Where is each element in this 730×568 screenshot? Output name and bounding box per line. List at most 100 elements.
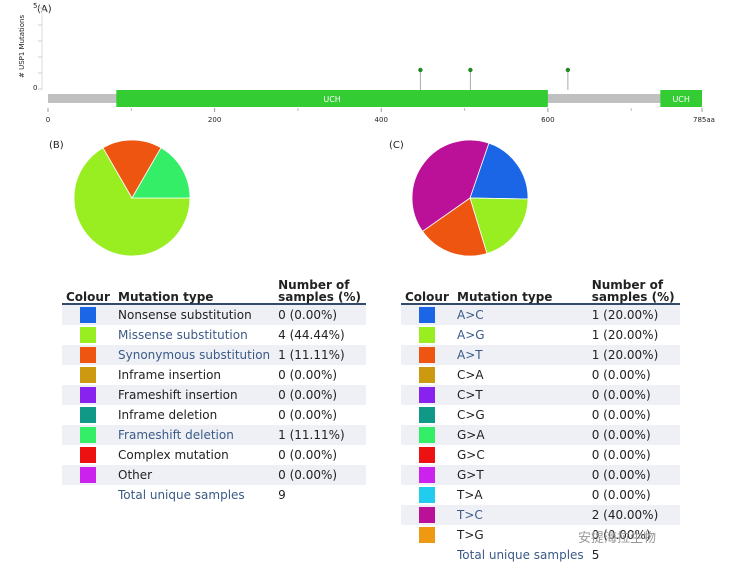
mutation-type-link[interactable]: A>T [453,345,588,365]
header-colour: Colour [405,290,449,304]
y-tick-zero: 0 [33,84,38,92]
colour-cell [401,465,453,485]
colour-cell [62,304,114,325]
watermark-text: 安提海拉生物 [578,531,657,546]
total-row: Total unique samples 9 [62,485,367,505]
sample-count: 0 (0.00%) [274,465,367,485]
mutation-type-link[interactable]: A>G [457,328,485,342]
colour-cell [401,505,453,525]
substitution-table: Colour Mutation type Number of samples (… [401,279,680,565]
table-row: G>C 0 (0.00%) [401,445,680,465]
table-row: A>C 1 (20.00%) [401,304,680,325]
table-row: T>C 2 (40.00%) [401,505,680,525]
sample-count: 1 (20.00%) [587,304,680,325]
colour-cell [62,405,114,425]
colour-swatch [419,487,435,503]
sample-count: 0 (0.00%) [591,368,651,382]
mutation-type-table: Colour Mutation type Number of samples (… [62,279,367,505]
sample-count: 0 (0.00%) [274,304,367,325]
mutation-type-link[interactable]: T>C [453,505,588,525]
colour-cell [401,385,453,405]
mutation-dot [468,67,473,73]
mutation-type-label: G>T [453,465,588,485]
colour-swatch [419,427,435,443]
table-row: Frameshift insertion 0 (0.00%) [62,385,367,405]
mutation-type-link[interactable]: Frameshift deletion [114,425,275,445]
domain-label: UCH [323,95,340,104]
mutation-type-label: Nonsense substitution [114,304,275,325]
panel-a-label: (A) [37,4,52,15]
mutation-type-label: G>C [457,448,485,462]
sample-count: 1 (11.11%) [274,345,367,365]
sample-count: 1 (20.00%) [587,345,680,365]
sample-count: 0 (0.00%) [587,385,680,405]
colour-swatch [80,467,96,483]
mutation-type-label: Inframe deletion [118,408,218,422]
header-number-samples: Number of samples (%) [591,278,675,304]
table-row: Other 0 (0.00%) [62,465,367,485]
mutation-type-link[interactable]: Synonymous substitution [114,345,275,365]
mutation-type-label: T>A [457,488,483,502]
header-mutation-type: Mutation type [457,290,553,304]
colour-swatch [419,387,435,403]
colour-cell [62,425,114,445]
x-tick-label: 600 [541,116,554,124]
table-row: T>G 0 (0.00%) [401,525,680,545]
sample-count: 0 (0.00%) [274,385,367,405]
x-tick-label: 0 [46,116,50,124]
pie-slice-t-c [411,139,490,232]
colour-swatch [419,447,435,463]
colour-swatch [80,327,96,343]
mutation-type-label: Inframe insertion [118,368,222,382]
sample-count: 0 (0.00%) [591,408,651,422]
colour-cell [401,425,453,445]
pie-slice-frameshift-deletion [131,147,191,199]
y-tick-max: 5 [33,2,38,10]
total-row: Total unique samples 5 [401,545,680,565]
mutation-type-pie [73,139,191,257]
table-row: Nonsense substitution 0 (0.00%) [62,304,367,325]
x-tick-label: 200 [208,116,221,124]
colour-cell [62,345,114,365]
empty-cell [62,485,114,505]
colour-cell [401,304,453,325]
colour-cell [62,445,114,465]
table-row: T>A 0 (0.00%) [401,485,680,505]
mutation-type-label: Frameshift insertion [114,385,275,405]
header-colour: Colour [66,290,110,304]
table-row: G>A 0 (0.00%) [401,425,680,445]
sample-count: 0 (0.00%) [278,448,338,462]
colour-swatch [419,347,435,363]
sample-count: 0 (0.00%) [591,448,651,462]
colour-swatch [419,307,435,323]
table-row: G>T 0 (0.00%) [401,465,680,485]
table-row: A>T 1 (20.00%) [401,345,680,365]
total-label[interactable]: Total unique samples [453,545,588,565]
mutation-type-link[interactable]: A>C [453,304,588,325]
panel-b-label: (B) [49,140,64,151]
colour-swatch [419,327,435,343]
total-value: 9 [274,485,367,505]
colour-cell [62,365,114,385]
table-row: Inframe deletion 0 (0.00%) [62,405,366,425]
table-row: C>A 0 (0.00%) [401,365,680,385]
colour-swatch [80,407,96,423]
mutation-dot [418,67,423,73]
total-label[interactable]: Total unique samples [114,485,275,505]
mutation-dot [565,67,571,73]
mutation-type-link[interactable]: Missense substitution [118,328,248,342]
colour-cell [401,445,453,465]
pie-slice-a-t [421,197,488,257]
mutation-type-label: Complex mutation [118,448,229,462]
empty-cell [401,545,453,565]
colour-swatch [80,367,96,383]
mutation-type-label: C>T [453,385,588,405]
domain-label: UCH [672,95,689,104]
sample-count: 1 (20.00%) [591,328,659,342]
header-mutation-type: Mutation type [118,290,214,304]
pie-slice-a-g [469,197,529,254]
colour-cell [401,525,453,545]
colour-swatch [80,307,96,323]
colour-cell [62,385,114,405]
colour-swatch [80,447,96,463]
